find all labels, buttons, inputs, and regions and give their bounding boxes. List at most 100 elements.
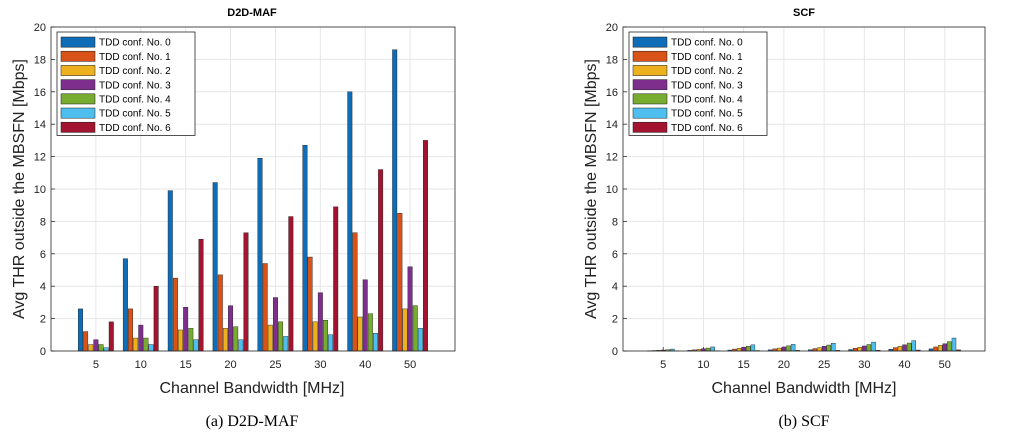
- legend-label: TDD conf. No. 0: [671, 38, 743, 49]
- bar: [302, 145, 308, 352]
- bar: [143, 337, 149, 352]
- legend-swatch: [632, 65, 668, 76]
- legend-swatch: [632, 79, 668, 91]
- bar: [831, 343, 836, 352]
- bar: [710, 346, 715, 352]
- chart-title: SCF: [793, 7, 815, 19]
- bar: [267, 324, 273, 352]
- legend-swatch: [632, 36, 668, 48]
- bar: [228, 305, 234, 352]
- legend-swatch: [60, 36, 96, 48]
- legend-swatch: [632, 93, 668, 105]
- legend-label: TDD conf. No. 1: [671, 52, 743, 63]
- bar: [212, 182, 218, 352]
- y-tick-label: 8: [612, 216, 618, 228]
- y-tick-label: 4: [40, 281, 46, 293]
- y-tick-label: 2: [612, 314, 618, 326]
- x-tick-label: 50: [404, 359, 416, 371]
- bar: [257, 158, 263, 352]
- axes-frame: [622, 26, 986, 352]
- bar: [397, 213, 403, 352]
- bar: [777, 347, 782, 352]
- bar: [83, 331, 89, 352]
- legend-label: TDD conf. No. 6: [671, 123, 743, 134]
- x-tick-label: 20: [224, 359, 236, 371]
- chart-panel-scf: SCF Avg THR outside the MBSFN [Mbps] Cha…: [583, 7, 986, 430]
- x-tick-label: 40: [359, 359, 371, 371]
- y-tick-label: 10: [606, 184, 618, 196]
- legend-swatch: [60, 65, 96, 76]
- bar: [138, 324, 144, 352]
- bar: [790, 344, 796, 352]
- y-tick-label: 18: [606, 54, 618, 66]
- bar: [183, 307, 189, 352]
- bar: [148, 344, 154, 352]
- bar: [852, 348, 858, 352]
- legend-label: TDD conf. No. 3: [99, 80, 171, 91]
- legend-label: TDD conf. No. 2: [671, 66, 743, 77]
- bar: [857, 347, 862, 352]
- bar: [188, 328, 194, 352]
- bar: [323, 320, 328, 352]
- y-tick-label: 6: [612, 249, 618, 261]
- bar: [98, 344, 104, 352]
- y-tick-label: 0: [612, 346, 618, 358]
- y-tick-label: 14: [34, 119, 46, 131]
- bar: [362, 279, 368, 352]
- bar: [933, 346, 938, 352]
- legend-swatch: [60, 50, 96, 62]
- bar: [937, 345, 943, 352]
- bar: [947, 341, 952, 352]
- bar: [942, 343, 948, 352]
- bar: [108, 321, 114, 352]
- bar: [333, 206, 339, 352]
- bar: [750, 344, 756, 352]
- bar: [746, 345, 751, 352]
- bar: [133, 337, 139, 352]
- x-tick-label: 5: [93, 359, 99, 371]
- legend-label: TDD conf. No. 2: [99, 66, 171, 77]
- bar: [367, 313, 373, 352]
- bar: [178, 329, 183, 352]
- legend-label: TDD conf. No. 3: [671, 80, 743, 91]
- y-axis-label: Avg THR outside the MBSFN [Mbps]: [11, 59, 28, 319]
- legend-swatch: [60, 107, 96, 119]
- bar: [897, 346, 903, 352]
- y-tick-label: 20: [34, 22, 46, 34]
- bar: [307, 256, 313, 352]
- bar: [262, 263, 268, 352]
- bar: [88, 344, 94, 352]
- bar: [412, 305, 418, 352]
- figure-caption: (a) D2D-MAF: [206, 413, 299, 430]
- legend-label: TDD conf. No. 4: [99, 95, 171, 106]
- bar: [951, 337, 957, 352]
- bar: [352, 232, 358, 352]
- x-tick-label: 40: [898, 359, 910, 371]
- figure-caption: (b) SCF: [778, 413, 829, 430]
- y-tick-label: 14: [606, 119, 618, 131]
- bar: [288, 216, 294, 352]
- legend-swatch: [632, 50, 668, 62]
- bar: [217, 274, 223, 352]
- chart-title: D2D-MAF: [227, 7, 277, 19]
- bar: [741, 346, 746, 352]
- bar: [736, 348, 742, 352]
- bar: [862, 345, 867, 352]
- bar: [153, 286, 159, 352]
- bar: [786, 345, 791, 352]
- y-tick-label: 12: [34, 152, 46, 164]
- bar: [378, 169, 384, 352]
- bar: [93, 339, 99, 352]
- legend-label: TDD conf. No. 4: [671, 95, 743, 106]
- bar: [392, 49, 398, 352]
- legend-swatch: [632, 121, 668, 133]
- x-tick-label: 25: [818, 359, 830, 371]
- y-tick-label: 8: [40, 216, 46, 228]
- legend: TDD conf. No. 0 TDD conf. No. 1 TDD conf. …: [628, 31, 768, 136]
- y-tick-label: 2: [40, 314, 46, 326]
- bar: [781, 346, 787, 352]
- x-tick-label: 10: [697, 359, 709, 371]
- bar: [103, 347, 109, 352]
- y-axis-label: Avg THR outside the MBSFN [Mbps]: [583, 59, 600, 319]
